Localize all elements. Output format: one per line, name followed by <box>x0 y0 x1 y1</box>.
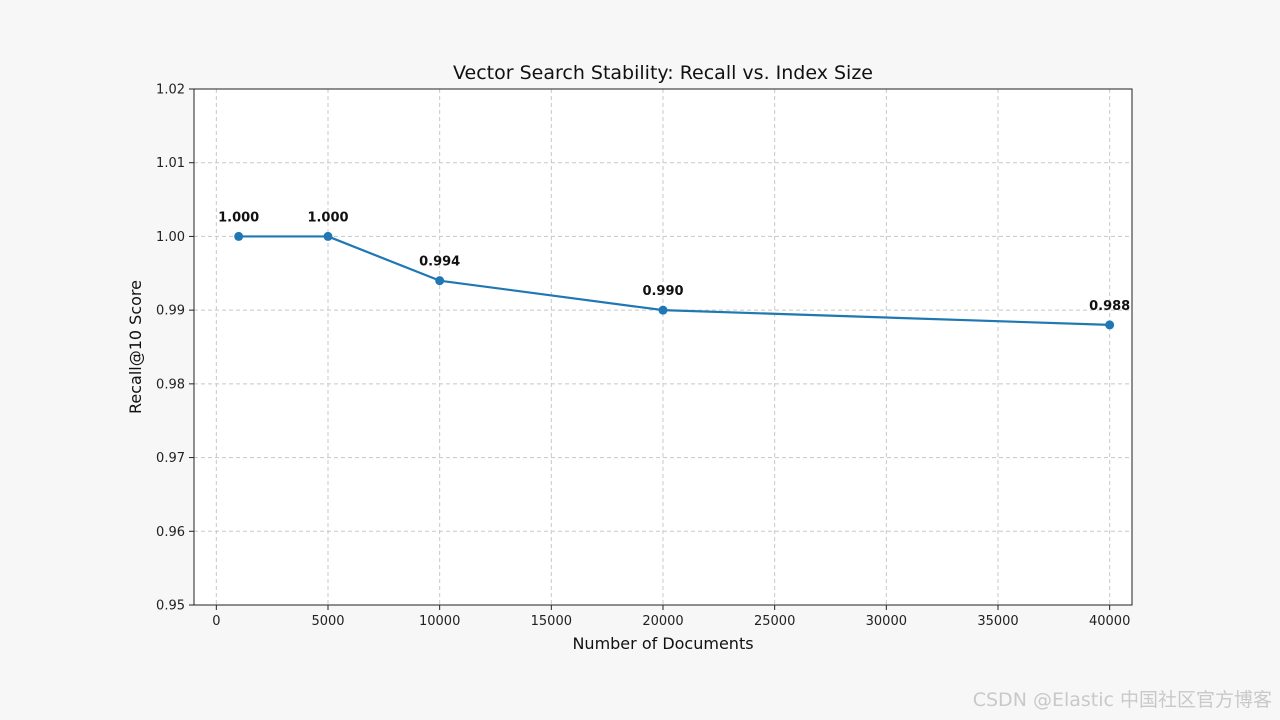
y-tick-label: 1.02 <box>156 83 185 98</box>
x-tick-label: 20000 <box>642 614 683 629</box>
y-tick-label: 0.99 <box>156 304 185 319</box>
watermark-text: CSDN @Elastic 中国社区官方博客 <box>972 689 1272 711</box>
x-tick-label: 5000 <box>311 614 344 629</box>
data-value-label: 0.988 <box>1089 299 1130 314</box>
x-tick-label: 40000 <box>1089 614 1130 629</box>
x-tick-label: 30000 <box>866 614 907 629</box>
data-value-label: 1.000 <box>307 210 348 225</box>
x-tick-label: 35000 <box>977 614 1018 629</box>
data-point <box>1105 320 1115 330</box>
y-tick-label: 0.95 <box>156 599 185 614</box>
y-tick-label: 0.96 <box>156 525 185 540</box>
y-tick-label: 1.01 <box>156 156 185 171</box>
y-axis-title: Recall@10 Score <box>126 280 145 414</box>
data-value-label: 1.000 <box>218 210 259 225</box>
y-tick-label: 0.98 <box>156 377 185 392</box>
data-value-label: 0.994 <box>419 255 460 270</box>
data-value-label: 0.990 <box>642 284 683 299</box>
data-point <box>234 231 244 241</box>
data-point <box>658 305 668 315</box>
y-tick-label: 1.00 <box>156 230 185 245</box>
series-layer: 1.000 1.000 0.994 0.990 0.988 <box>218 210 1130 330</box>
x-tick-label: 15000 <box>531 614 572 629</box>
axis-ticks: 0 5000 10000 15000 20000 25000 30000 35000 40000… <box>156 83 1130 630</box>
y-tick-label: 0.97 <box>156 451 185 466</box>
x-axis-title: Number of Documents <box>572 634 753 653</box>
chart-title: Vector Search Stability: Recall vs. Inde… <box>453 62 873 84</box>
data-point <box>323 231 333 241</box>
data-point <box>435 276 445 286</box>
x-tick-label: 25000 <box>754 614 795 629</box>
x-tick-label: 0 <box>212 614 220 629</box>
x-tick-label: 10000 <box>419 614 460 629</box>
